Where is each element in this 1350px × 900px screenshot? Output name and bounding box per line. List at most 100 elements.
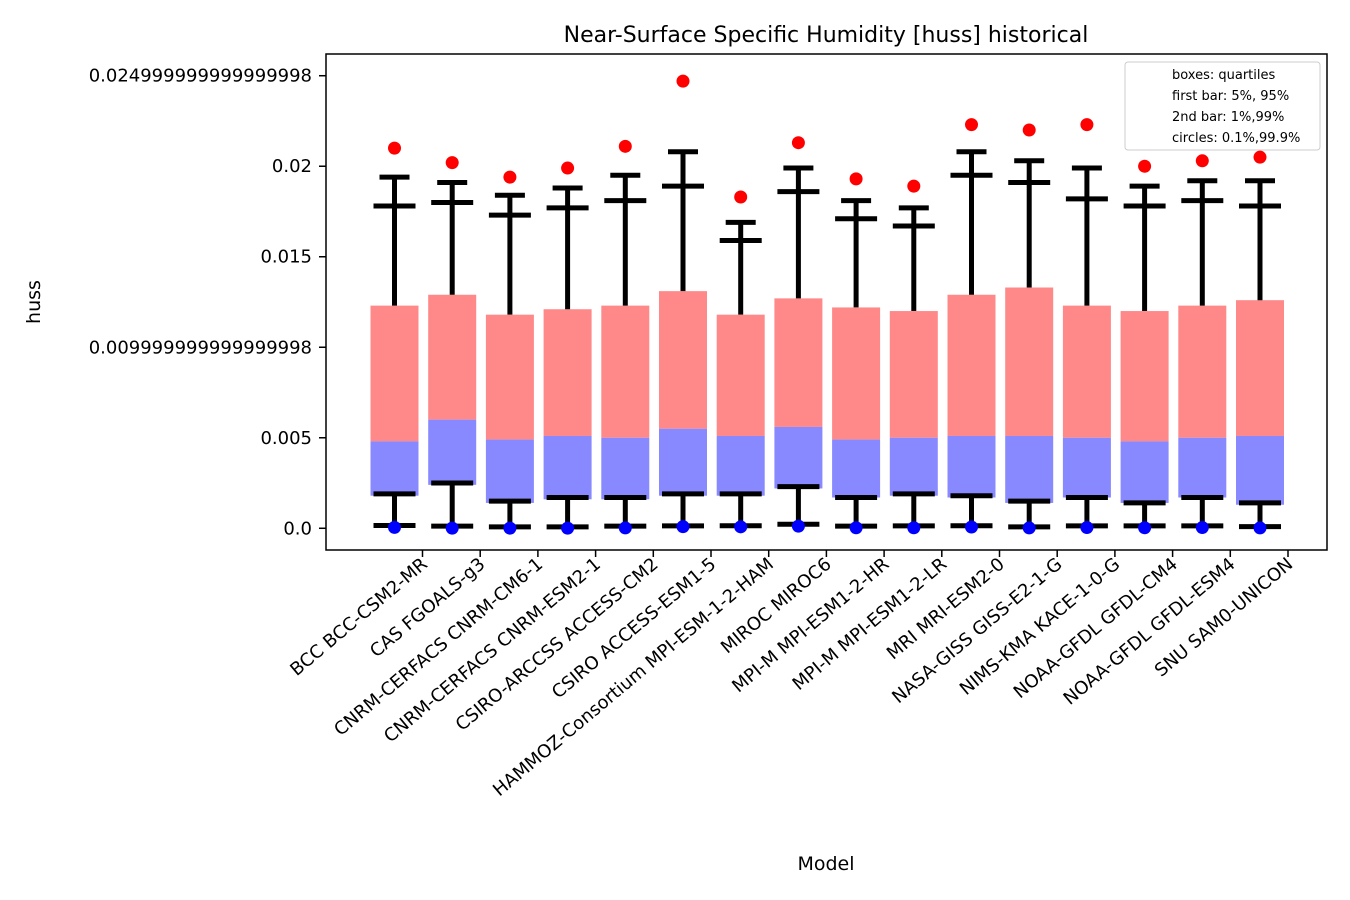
lower-quartile-box xyxy=(1236,435,1284,505)
circle-99-9 xyxy=(503,170,517,184)
y-axis: 0.0 0.005 0.009999999999999998 0.015 0.02 0.0… xyxy=(89,66,326,539)
upper-quartile-box xyxy=(716,314,765,436)
upper-quartile-box xyxy=(1120,311,1169,442)
upper-quartile-box xyxy=(774,298,823,427)
upper-quartile-box xyxy=(543,309,592,436)
lower-quartile-box xyxy=(543,435,592,500)
legend-entry: 2nd bar: 1%,99% xyxy=(1172,110,1284,125)
circle-0-1 xyxy=(791,519,805,533)
model-box-group xyxy=(1062,118,1111,535)
upper-quartile-box xyxy=(428,294,477,420)
circle-99-9 xyxy=(1022,123,1036,137)
x-axis-label: Model xyxy=(797,853,854,875)
circle-99-9 xyxy=(676,74,690,88)
lower-quartile-box xyxy=(428,419,477,485)
y-tick-label: 0.009999999999999998 xyxy=(89,337,312,358)
lower-quartile-box xyxy=(889,437,938,496)
legend-entry: first bar: 5%, 95% xyxy=(1172,89,1289,104)
upper-quartile-box xyxy=(601,305,650,438)
circle-99-9 xyxy=(1080,118,1094,132)
lower-quartile-box xyxy=(716,435,765,496)
circle-0-1 xyxy=(445,521,459,535)
upper-quartile-box xyxy=(1178,305,1227,438)
lower-quartile-box xyxy=(659,428,707,496)
circle-0-1 xyxy=(1138,521,1152,535)
circle-0-1 xyxy=(1195,521,1209,535)
model-box-group xyxy=(1120,159,1169,535)
model-box-group xyxy=(716,190,765,534)
model-box-group xyxy=(1178,154,1227,535)
lower-quartile-box xyxy=(370,441,419,496)
circle-0-1 xyxy=(676,520,690,534)
upper-quartile-box xyxy=(947,294,996,436)
model-box-group xyxy=(370,141,419,534)
lower-quartile-box xyxy=(485,439,534,503)
lower-quartile-box xyxy=(832,439,881,498)
circle-0-1 xyxy=(907,521,921,535)
circle-99-9 xyxy=(965,118,978,132)
model-box-group xyxy=(601,139,650,535)
upper-quartile-box xyxy=(370,305,419,442)
circle-0-1 xyxy=(1022,521,1036,535)
model-box-group xyxy=(1236,150,1284,535)
y-tick-label: 0.02 xyxy=(272,156,312,177)
legend-entry: circles: 0.1%,99.9% xyxy=(1172,131,1300,146)
model-box-group xyxy=(543,161,592,535)
circle-99-9 xyxy=(618,139,632,153)
circle-99-9 xyxy=(849,172,863,186)
y-tick-label: 0.024999999999999998 xyxy=(89,66,312,87)
circle-0-1 xyxy=(503,521,517,535)
lower-quartile-box xyxy=(601,437,650,500)
circle-99-9 xyxy=(561,161,575,175)
upper-quartile-box xyxy=(1236,300,1284,436)
plot-marks xyxy=(370,74,1284,535)
legend: boxes: quartiles first bar: 5%, 95% 2nd … xyxy=(1124,61,1321,151)
upper-quartile-box xyxy=(889,311,938,438)
circle-99-9 xyxy=(445,156,459,170)
legend-entry: boxes: quartiles xyxy=(1172,68,1276,83)
circle-0-1 xyxy=(965,520,978,534)
model-box-group xyxy=(659,74,707,534)
circle-99-9 xyxy=(734,190,748,204)
lower-quartile-box xyxy=(774,426,823,489)
circle-99-9 xyxy=(388,141,401,155)
y-tick-label: 0.005 xyxy=(260,428,312,449)
model-box-group xyxy=(832,172,881,535)
circle-99-9 xyxy=(1195,154,1209,168)
circle-0-1 xyxy=(734,520,748,534)
model-box-group xyxy=(774,136,823,533)
circle-99-9 xyxy=(907,179,921,193)
circle-0-1 xyxy=(1080,521,1094,535)
y-tick-label: 0.015 xyxy=(260,247,312,268)
y-tick-label: 0.0 xyxy=(283,518,312,539)
lower-quartile-box xyxy=(1062,437,1111,498)
chart-title: Near-Surface Specific Humidity [huss] hi… xyxy=(564,23,1089,48)
upper-quartile-box xyxy=(485,314,534,440)
model-box-group xyxy=(1005,123,1054,535)
lower-quartile-box xyxy=(1120,441,1169,503)
lower-quartile-box xyxy=(947,435,996,498)
upper-quartile-box xyxy=(1062,305,1111,438)
x-tick-label: CNRM-CERFACS CNRM-CM6-1 xyxy=(330,554,547,741)
legend-box xyxy=(1124,61,1321,151)
lower-quartile-box xyxy=(1005,435,1054,503)
circle-0-1 xyxy=(388,520,401,534)
circle-0-1 xyxy=(561,521,575,535)
circle-99-9 xyxy=(1138,159,1152,173)
upper-quartile-box xyxy=(832,307,881,440)
model-box-group xyxy=(428,156,477,535)
y-axis-label: huss xyxy=(23,280,45,324)
circle-99-9 xyxy=(1253,150,1267,164)
model-box-group xyxy=(889,179,938,535)
circle-0-1 xyxy=(849,521,863,535)
circle-0-1 xyxy=(618,521,632,535)
model-box-group xyxy=(947,118,996,534)
lower-quartile-box xyxy=(1178,437,1227,498)
circle-99-9 xyxy=(791,136,805,150)
circle-0-1 xyxy=(1253,521,1267,535)
model-box-group xyxy=(485,170,534,535)
upper-quartile-box xyxy=(659,291,707,429)
upper-quartile-box xyxy=(1005,287,1054,436)
